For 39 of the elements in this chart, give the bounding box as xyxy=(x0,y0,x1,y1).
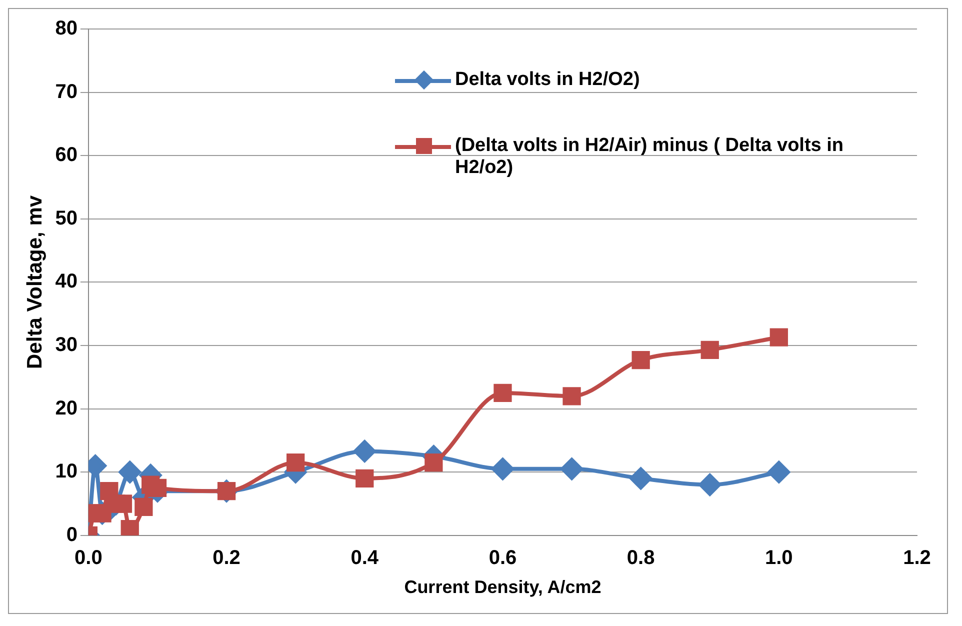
point xyxy=(118,461,141,484)
x-tick-label: 0.2 xyxy=(212,546,240,569)
point xyxy=(424,454,443,472)
y-tick-label: 60 xyxy=(55,144,78,166)
point xyxy=(770,328,788,346)
y-tick-label: 0 xyxy=(66,524,78,546)
point xyxy=(630,467,652,490)
point xyxy=(494,384,512,402)
point xyxy=(148,478,167,497)
y-tick-label: 70 xyxy=(55,80,78,103)
y-tick-label: 40 xyxy=(55,270,78,293)
point xyxy=(492,458,514,480)
y-axis-title: Delta Voltage, mv xyxy=(23,195,46,369)
point xyxy=(286,454,305,472)
x-tick-label: 1.2 xyxy=(903,546,931,569)
legend-label: Delta volts in H2/O2) xyxy=(455,69,640,91)
x-tick-label: 0.4 xyxy=(350,546,380,569)
legend-label: (Delta volts in H2/Air) minus ( Delta volts in H2/o2) xyxy=(455,135,845,179)
x-tick-label: 0.6 xyxy=(488,546,517,569)
point xyxy=(134,498,153,516)
point xyxy=(768,461,790,484)
x-axis-title: Current Density, A/cm2 xyxy=(404,577,602,598)
y-tick-label: 30 xyxy=(55,334,78,356)
point xyxy=(562,387,581,406)
y-tick-label: 20 xyxy=(55,397,78,420)
x-tick-label: 1.0 xyxy=(765,546,793,569)
point xyxy=(700,340,719,359)
point xyxy=(560,458,583,480)
point xyxy=(114,494,132,513)
y-tick-label: 10 xyxy=(55,460,78,483)
point xyxy=(698,474,721,496)
point xyxy=(93,504,112,522)
point xyxy=(356,469,374,488)
y-tick-label: 80 xyxy=(55,18,78,40)
x-tick-label: 0.8 xyxy=(626,546,655,569)
point xyxy=(632,350,650,370)
point xyxy=(354,440,376,462)
y-tick-label: 50 xyxy=(55,207,78,230)
x-tick-label: 0.0 xyxy=(74,546,102,569)
